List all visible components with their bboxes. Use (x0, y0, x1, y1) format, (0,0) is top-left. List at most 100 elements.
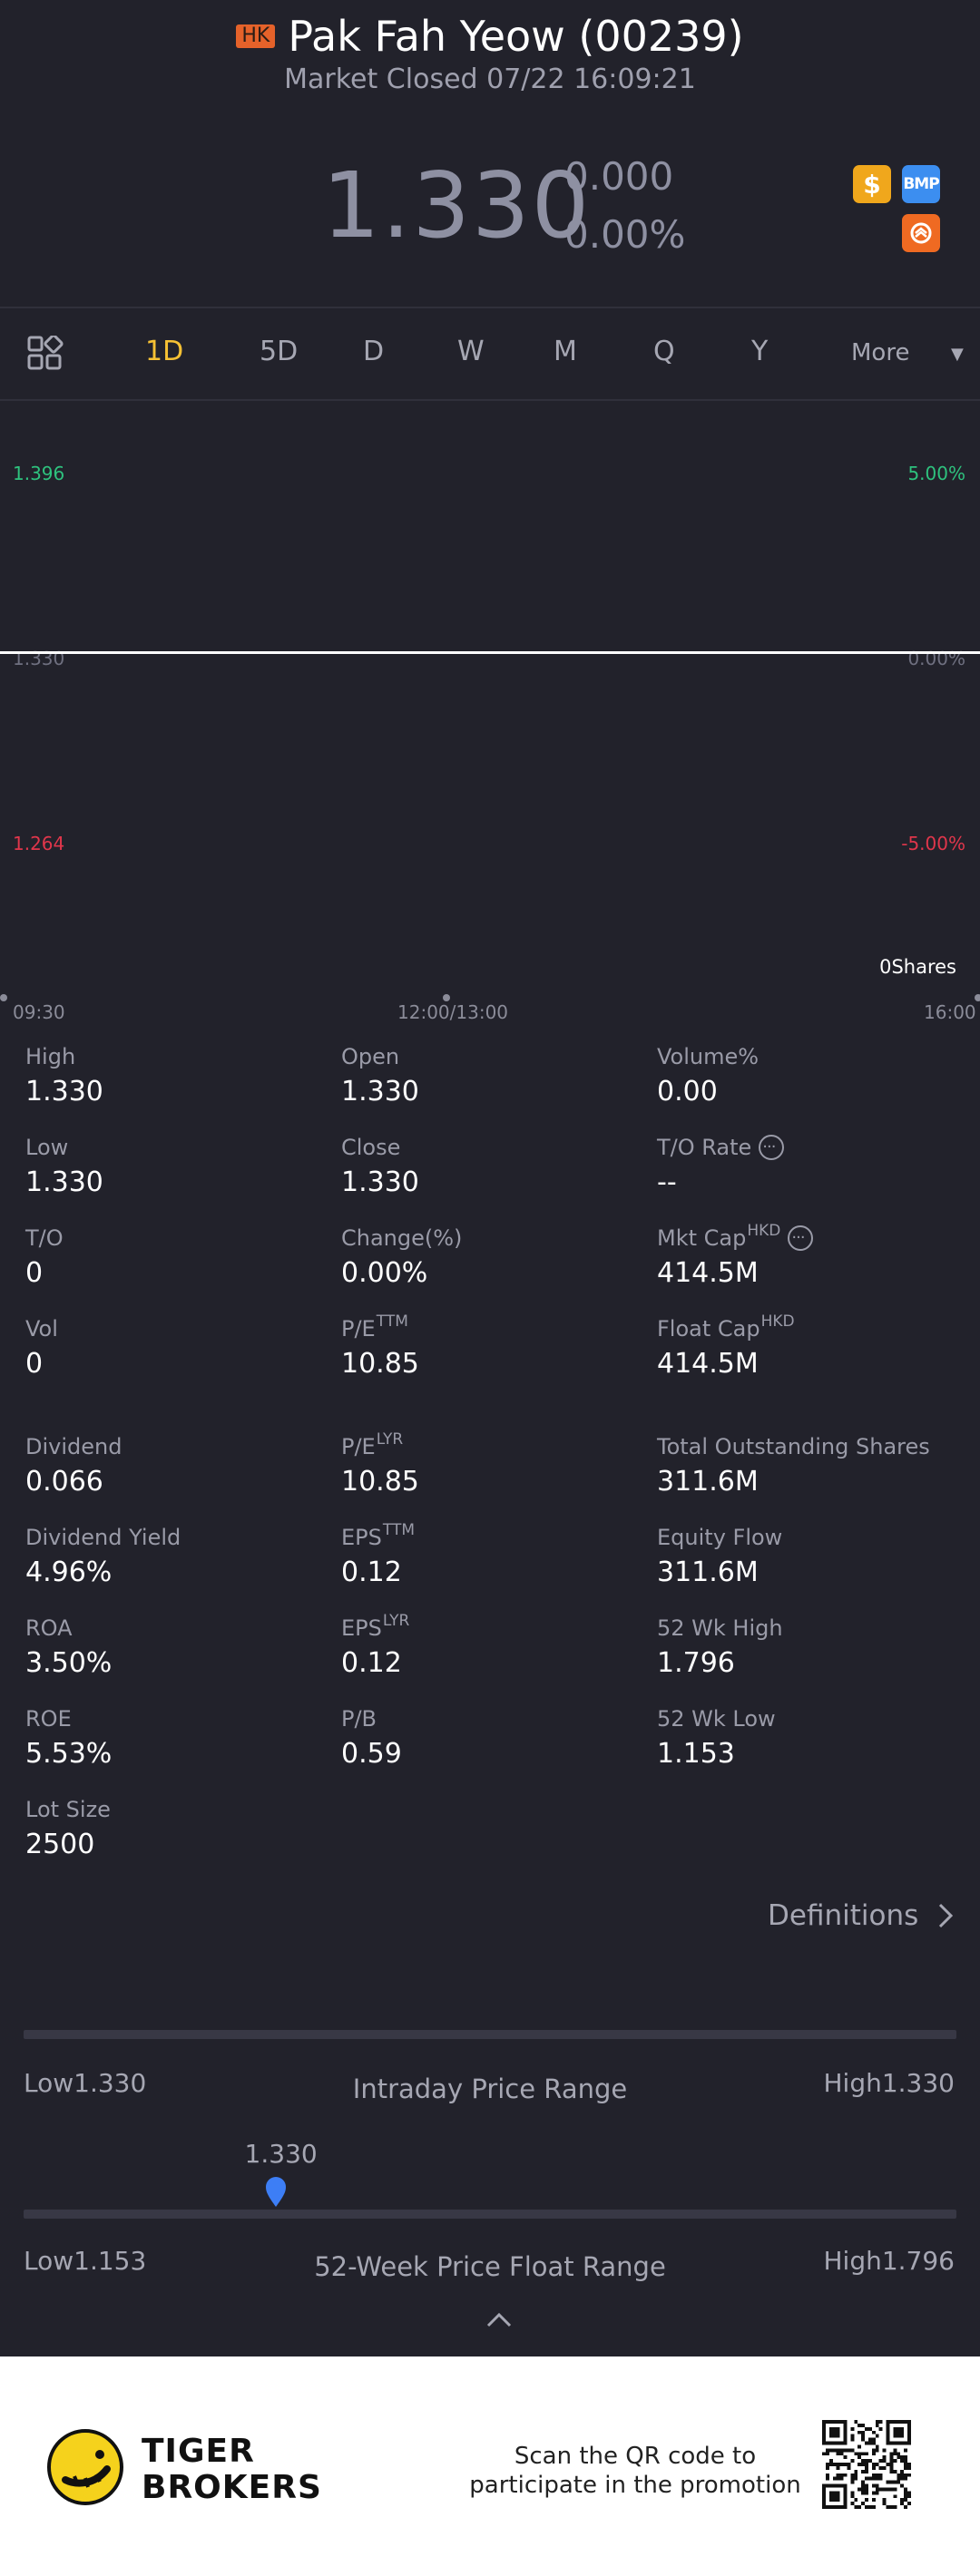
stat-label: P/B (341, 1705, 650, 1732)
stat-label: T/O (25, 1225, 334, 1252)
stat-value: 311.6M (657, 1556, 759, 1588)
stat-value: 1.796 (657, 1647, 735, 1679)
promo-text: Scan the QR code to participate in the p… (454, 2442, 817, 2500)
bmp-icon[interactable]: BMP (902, 165, 940, 203)
stat-label: ROE (25, 1705, 334, 1732)
stat-value: 5.53% (25, 1738, 113, 1770)
stat-label-text: ROA (25, 1615, 73, 1641)
last-price: 1.330 (322, 152, 592, 259)
stat-item: Lot Size 2500 (25, 1796, 334, 1863)
stat-label-text: Mkt Cap (657, 1225, 747, 1251)
stat-value: 0.12 (341, 1556, 402, 1588)
price-change: 0.000 (564, 154, 674, 199)
chart-lower-pct: -5.00% (901, 833, 965, 854)
stat-label-text: 52 Wk Low (657, 1706, 776, 1732)
stat-item: EPS LYR 0.12 (341, 1612, 650, 1682)
time-dot-end (975, 994, 980, 1001)
stat-label-text: Open (341, 1044, 400, 1069)
time-mid: 12:00/13:00 (397, 1001, 509, 1023)
tab-m[interactable]: M (554, 336, 577, 367)
stat-label: Open (341, 1043, 650, 1070)
stat-label: Volume% (657, 1043, 965, 1070)
stat-item: T/O Rate -- (657, 1134, 965, 1201)
stat-label-unit: LYR (376, 1430, 404, 1449)
stat-label-text: Dividend Yield (25, 1525, 181, 1550)
stat-item: Open 1.330 (341, 1043, 650, 1110)
chart-upper-price: 1.396 (13, 463, 65, 484)
volume-label: 0Shares (879, 956, 956, 978)
chevron-down-icon[interactable]: ▼ (951, 345, 964, 364)
title-row: HK Pak Fah Yeow (00239) (0, 9, 980, 63)
stat-value: 414.5M (657, 1257, 759, 1289)
stat-item: ROE 5.53% (25, 1705, 334, 1772)
stock-title: Pak Fah Yeow (00239) (288, 12, 744, 61)
stat-value: -- (657, 1166, 677, 1198)
tab-q[interactable]: Q (653, 336, 675, 367)
promo-line1: Scan the QR code to (514, 2443, 757, 2470)
stat-item: P/B 0.59 (341, 1705, 650, 1772)
stat-label-text: Low (25, 1135, 69, 1160)
qr-code-icon[interactable] (822, 2420, 911, 2509)
stat-label: Float Cap HKD (657, 1312, 965, 1342)
stat-label-text: T/O (25, 1225, 64, 1251)
tab-y[interactable]: Y (751, 336, 769, 367)
stat-label-unit: HKD (747, 1222, 781, 1240)
stat-value: 0 (25, 1257, 44, 1289)
week52-range-title: 52-Week Price Float Range (314, 2251, 666, 2282)
brand-name-line1: TIGER (142, 2433, 255, 2470)
time-start: 09:30 (13, 1001, 65, 1023)
stat-label-text: ROE (25, 1706, 72, 1732)
week52-low: Low1.153 (24, 2246, 147, 2276)
stat-label-text: P/E (341, 1434, 376, 1459)
swap-icon[interactable] (902, 214, 940, 252)
tab-1d[interactable]: 1D (145, 336, 184, 367)
stat-label: 52 Wk Low (657, 1705, 965, 1732)
stat-label-unit: HKD (760, 1312, 795, 1331)
stat-value: 4.96% (25, 1556, 113, 1588)
more-info-icon[interactable] (788, 1225, 814, 1252)
stat-label: Low (25, 1134, 334, 1161)
market-status: Market Closed 07/22 16:09:21 (284, 63, 696, 95)
coin-symbol: $ (863, 169, 881, 200)
tab-d[interactable]: D (363, 336, 385, 367)
divider-top (0, 307, 980, 308)
definitions-link[interactable]: Definitions (768, 1899, 954, 1932)
stat-label: P/E LYR (341, 1430, 650, 1460)
stat-item: Close 1.330 (341, 1134, 650, 1201)
stat-item: Low 1.330 (25, 1134, 334, 1201)
stat-label: High (25, 1043, 334, 1070)
stat-label: Lot Size (25, 1796, 334, 1823)
stat-value: 0.066 (25, 1466, 103, 1498)
stat-label-text: Volume% (657, 1044, 760, 1069)
stat-value: 1.330 (341, 1166, 419, 1198)
coin-icon[interactable]: $ (853, 165, 891, 203)
chart-price-line (0, 651, 980, 654)
intraday-high: High1.330 (823, 2068, 955, 2098)
location-pin-icon (265, 2177, 286, 2207)
stat-item: Float Cap HKD 414.5M (657, 1312, 965, 1382)
stat-label: T/O Rate (657, 1134, 965, 1161)
tab-more[interactable]: More (851, 339, 910, 366)
period-tabs: 1D 5D D W M Q Y (0, 308, 980, 399)
stat-label-text: Lot Size (25, 1797, 111, 1822)
stat-value: 1.330 (25, 1166, 103, 1198)
tab-w[interactable]: W (457, 336, 485, 367)
stat-label: Change(%) (341, 1225, 650, 1252)
stat-label-text: Change(%) (341, 1225, 463, 1251)
stat-value: 0.59 (341, 1738, 402, 1770)
divider-bottom (0, 399, 980, 401)
stat-label-unit: TTM (376, 1312, 408, 1331)
stat-item: 52 Wk Low 1.153 (657, 1705, 965, 1772)
layout-grid-icon[interactable] (27, 336, 64, 372)
stat-label: Dividend (25, 1433, 334, 1460)
swap-glyph-icon (910, 222, 932, 244)
stat-item: Volume% 0.00 (657, 1043, 965, 1110)
chevron-up-icon[interactable] (486, 2311, 512, 2327)
tab-5d[interactable]: 5D (260, 336, 299, 367)
price-change-percent: 0.00% (564, 212, 686, 257)
stat-item: Change(%) 0.00% (341, 1225, 650, 1292)
more-info-icon[interactable] (759, 1134, 785, 1161)
chart-upper-pct: 5.00% (907, 463, 965, 484)
intraday-low: Low1.330 (24, 2068, 147, 2098)
